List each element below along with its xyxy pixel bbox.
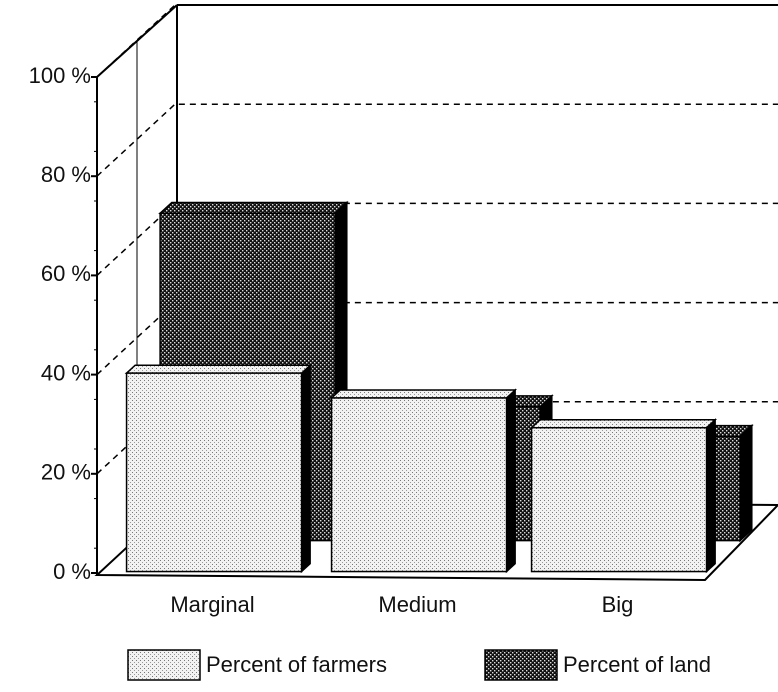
bar-side <box>739 423 753 543</box>
y-tick-label: 20 % <box>41 460 91 485</box>
x-tick-label: Medium <box>378 592 456 617</box>
bar <box>530 426 708 573</box>
legend-label: Percent of land <box>563 652 711 677</box>
grid-line <box>96 4 778 78</box>
y-tick-label: 100 % <box>29 63 91 88</box>
y-tick-label: 0 % <box>53 559 91 584</box>
bar-top <box>529 419 718 429</box>
y-tick-label: 80 % <box>41 162 91 187</box>
x-tick-label: Big <box>602 592 634 617</box>
bar <box>330 397 508 573</box>
y-tick-label: 40 % <box>41 360 91 385</box>
grid-line <box>96 301 778 376</box>
legend-swatch <box>127 649 201 681</box>
legend-swatch <box>484 649 558 681</box>
bar-top <box>329 389 518 399</box>
bar <box>125 372 303 573</box>
bar-top <box>124 364 313 374</box>
x-tick-label: Marginal <box>170 592 254 617</box>
y-tick-label: 60 % <box>41 261 91 286</box>
bar-side <box>505 388 516 574</box>
bar-top <box>158 201 349 214</box>
grid-line <box>96 401 778 475</box>
grid-line <box>96 103 778 177</box>
legend-label: Percent of farmers <box>206 652 387 677</box>
bar-side <box>705 418 716 574</box>
bar-side <box>300 363 311 574</box>
grid-line <box>96 202 778 276</box>
